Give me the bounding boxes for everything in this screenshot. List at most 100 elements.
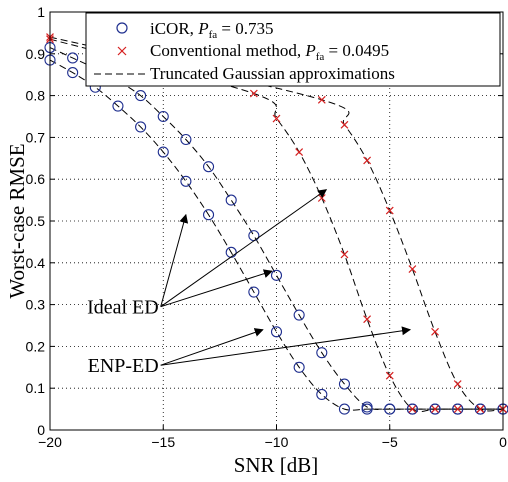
annotation-arrow-1 [160,326,412,366]
series-0-circle-marker [112,100,124,112]
x-axis-label: SNR [dB] [234,453,319,477]
series-0-circle-marker [180,175,192,187]
series-2-cross-marker [249,89,258,98]
cross-stroke [295,148,304,156]
legend-label-conventional: Conventional method, Pfa = 0.0495 [150,41,389,63]
annotation-label-1: ENP-ED [88,355,159,377]
series-2-curve [49,38,503,413]
legend-entry-icor: iCOR, Pfa = 0.735 [116,19,273,41]
legend-icor-p: P [197,19,208,38]
series-1-circle-marker [361,401,373,413]
cross-stroke [363,315,372,324]
series-1-circle-marker [203,161,215,173]
series-1-circle-marker [338,378,351,390]
legend-circle-marker [116,22,128,34]
series-1-circle-marker [452,403,464,415]
series-3-cross-marker [363,156,372,165]
cross-stroke [453,380,462,388]
y-tick-label: 0.6 [26,171,46,187]
series-0-circle-marker [316,388,328,401]
series-3-cross-marker [385,206,394,215]
legend-label-truncated-gaussian: Truncated Gaussian approximations [150,64,395,83]
series-1-circle-marker [293,309,305,321]
series-1-circle-marker [180,133,192,146]
cross-stroke [317,95,326,104]
y-tick-label: 0.5 [26,213,46,229]
series-3-cross-marker [476,405,485,414]
series-1-circle-marker [406,403,418,415]
series-1-circle-marker [135,90,147,102]
series-3-cross-marker [340,120,349,129]
series-3-cross-marker [317,95,326,104]
cross-stroke [272,114,281,123]
legend-cross-marker [117,46,127,56]
series-0-circle-marker [248,286,260,298]
series-0-circle-marker [203,209,215,221]
cross-stroke [385,371,394,380]
series-3-cross-marker [408,265,417,273]
cross-stroke [408,405,417,414]
cross-stroke [431,405,439,414]
series-0-circle-marker [338,403,351,415]
cross-stroke [340,250,349,259]
cross-stroke [385,206,394,215]
x-tick-label: −15 [151,434,175,450]
y-tick-label: 0.1 [26,380,46,396]
legend-conv-p: P [304,41,315,60]
series-2-cross-marker [453,405,462,414]
y-tick-label: 0 [37,422,45,438]
series-2-cross-marker [363,315,372,324]
y-tick-label: 0.2 [26,338,46,354]
series-3-cross-marker [453,380,462,388]
annotation-arrow-0 [160,213,189,307]
series-1-circle-marker [384,403,396,415]
x-tick-label: −5 [382,434,398,450]
series-3-cross-marker [431,327,439,336]
x-tick-label: −20 [38,434,62,450]
series-1-circle-marker [429,403,441,415]
series-1-circle-marker [474,403,486,415]
legend-box [85,12,501,87]
x-tick-label: 0 [499,434,507,450]
series-2-cross-marker [340,250,349,259]
cross-stroke [340,120,349,129]
series-0-curve [49,59,503,411]
series-0-circle-marker [293,361,305,373]
legend-conv-main: Conventional method, [150,41,305,60]
legend-conv-value: = 0.0495 [324,41,389,60]
y-tick-label: 0.4 [26,255,46,271]
legend-conv-sub: fa [316,51,325,63]
cross-stroke [408,265,417,273]
series-0-circle-marker [67,67,79,79]
series-2-cross-marker [295,148,304,156]
cross-stroke [249,89,258,98]
y-tick-label: 0.7 [26,129,46,145]
x-tick-label: −10 [265,434,289,450]
legend-icor-sub: fa [209,29,218,41]
series-0-circle-marker [270,326,283,338]
y-axis-label: Worst-case RMSE [5,143,29,298]
cross-stroke [363,156,372,165]
legend: iCOR, Pfa = 0.735 Conventional method, P… [85,12,501,87]
annotation-arrow-1 [160,328,264,366]
series-2-cross-marker [272,114,281,123]
series-0-circle-marker [157,146,169,158]
annotation-arrow-0 [160,189,328,308]
legend-icor-main: iCOR, [150,19,198,38]
series-1-circle-marker [157,110,169,123]
series-1-circle-marker [67,52,79,64]
series-2-cross-marker [385,371,394,380]
legend-label-icor: iCOR, Pfa = 0.735 [150,19,273,41]
legend-icor-value: = 0.735 [217,19,273,38]
legend-entry-truncated-gaussian: Truncated Gaussian approximations [94,64,395,83]
cross-stroke [431,327,439,336]
y-tick-label: 0.8 [26,88,46,104]
series-0-circle-marker [135,121,147,133]
y-tick-label: 0.3 [26,297,46,313]
series-1-circle-marker [225,194,237,206]
legend-entry-conventional: Conventional method, Pfa = 0.0495 [117,41,389,63]
annotation-label-0: Ideal ED [87,297,159,319]
cross-stroke [476,405,485,414]
y-tick-label: 0.9 [26,46,46,62]
